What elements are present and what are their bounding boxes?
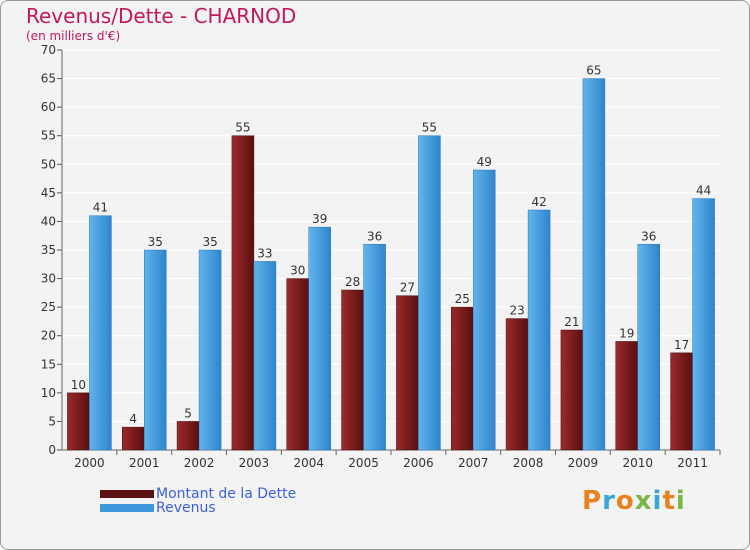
chart-subtitle: (en milliers d'€) bbox=[26, 29, 121, 43]
y-tick-label-30: 30 bbox=[41, 272, 56, 286]
legend-label-revenue: Revenus bbox=[156, 500, 216, 516]
bar-revenue-2000 bbox=[89, 215, 112, 451]
y-tick-label-45: 45 bbox=[41, 186, 56, 200]
data-label-revenue-2002: 35 bbox=[202, 235, 217, 249]
bar-debt-2004 bbox=[286, 278, 309, 451]
bar-debt-2007 bbox=[451, 306, 474, 451]
data-label-debt-2004: 30 bbox=[290, 264, 305, 278]
bar-revenue-2005 bbox=[363, 244, 386, 451]
legend-label-debt: Montant de la Dette bbox=[156, 486, 297, 502]
x-tick-label-2003: 2003 bbox=[239, 456, 270, 470]
x-tick-label-2004: 2004 bbox=[293, 456, 324, 470]
data-label-revenue-2000: 41 bbox=[93, 201, 108, 215]
x-tick-label-2007: 2007 bbox=[458, 456, 489, 470]
data-label-revenue-2008: 42 bbox=[531, 195, 546, 209]
bar-revenue-2011 bbox=[692, 198, 715, 451]
y-tick-label-55: 55 bbox=[41, 129, 56, 143]
data-label-revenue-2006: 55 bbox=[422, 121, 437, 135]
data-label-debt-2001: 4 bbox=[129, 412, 137, 426]
legend-swatch-debt bbox=[100, 490, 154, 498]
bar-revenue-2002 bbox=[198, 249, 222, 451]
bar-debt-2008 bbox=[505, 318, 529, 451]
x-tick-label-2005: 2005 bbox=[348, 456, 379, 470]
data-label-revenue-2004: 39 bbox=[312, 212, 327, 226]
data-label-debt-2008: 23 bbox=[509, 304, 524, 318]
bar-revenue-2006 bbox=[418, 135, 441, 451]
x-tick-label-2009: 2009 bbox=[568, 456, 599, 470]
x-tick-label-2010: 2010 bbox=[622, 456, 653, 470]
y-tick-label-65: 65 bbox=[41, 72, 56, 86]
data-label-revenue-2003: 33 bbox=[257, 246, 272, 260]
proxiti-logo: Proxiti bbox=[582, 486, 686, 516]
data-label-revenue-2007: 49 bbox=[477, 155, 492, 169]
y-tick-label-35: 35 bbox=[41, 243, 56, 257]
bar-debt-2009 bbox=[560, 329, 584, 451]
bar-debt-2005 bbox=[341, 289, 364, 451]
legend-swatch-revenue bbox=[100, 504, 154, 512]
data-label-revenue-2005: 36 bbox=[367, 229, 382, 243]
x-tick-label-2008: 2008 bbox=[513, 456, 544, 470]
bar-revenue-2003 bbox=[253, 261, 277, 451]
data-label-debt-2005: 28 bbox=[345, 275, 360, 289]
bar-debt-2003 bbox=[231, 135, 255, 451]
y-tick-label-50: 50 bbox=[41, 157, 56, 171]
data-label-revenue-2009: 65 bbox=[586, 64, 601, 78]
x-tick-label-2001: 2001 bbox=[129, 456, 160, 470]
data-label-debt-2007: 25 bbox=[455, 292, 470, 306]
x-tick-label-2011: 2011 bbox=[677, 456, 708, 470]
chart-title: Revenus/Dette - CHARNOD bbox=[26, 4, 297, 28]
y-tick-label-40: 40 bbox=[41, 214, 56, 228]
bar-revenue-2008 bbox=[527, 209, 551, 451]
y-tick-label-5: 5 bbox=[48, 414, 56, 428]
bar-debt-2002 bbox=[176, 421, 200, 451]
bar-revenue-2001 bbox=[144, 249, 167, 451]
data-label-debt-2009: 21 bbox=[564, 315, 579, 329]
bar-revenue-2007 bbox=[473, 169, 496, 451]
data-label-revenue-2011: 44 bbox=[696, 184, 711, 198]
y-tick-label-15: 15 bbox=[41, 357, 56, 371]
data-label-debt-2010: 19 bbox=[619, 326, 634, 340]
data-label-revenue-2010: 36 bbox=[641, 229, 656, 243]
y-tick-label-25: 25 bbox=[41, 300, 56, 314]
data-label-revenue-2001: 35 bbox=[148, 235, 163, 249]
bar-revenue-2010 bbox=[637, 244, 660, 451]
bar-debt-2000 bbox=[67, 392, 90, 451]
bar-debt-2011 bbox=[670, 352, 693, 451]
y-tick-label-0: 0 bbox=[48, 443, 56, 457]
bar-debt-2010 bbox=[615, 341, 638, 451]
bar-revenue-2009 bbox=[582, 78, 606, 451]
data-label-debt-2000: 10 bbox=[71, 378, 86, 392]
y-tick-label-70: 70 bbox=[41, 43, 56, 57]
data-label-debt-2006: 27 bbox=[400, 281, 415, 295]
bar-debt-2006 bbox=[396, 295, 419, 451]
y-tick-label-20: 20 bbox=[41, 329, 56, 343]
data-label-debt-2002: 5 bbox=[184, 406, 192, 420]
y-tick-label-10: 10 bbox=[41, 386, 56, 400]
bar-revenue-2004 bbox=[308, 226, 331, 451]
x-tick-label-2000: 2000 bbox=[74, 456, 105, 470]
x-tick-label-2002: 2002 bbox=[184, 456, 215, 470]
legend-item-revenue: Revenus bbox=[100, 500, 216, 516]
x-tick-label-2006: 2006 bbox=[403, 456, 434, 470]
legend-item-debt: Montant de la Dette bbox=[100, 486, 296, 502]
bar-debt-2001 bbox=[122, 426, 145, 451]
data-label-debt-2003: 55 bbox=[235, 121, 250, 135]
data-label-debt-2011: 17 bbox=[674, 338, 689, 352]
y-tick-label-60: 60 bbox=[41, 100, 56, 114]
